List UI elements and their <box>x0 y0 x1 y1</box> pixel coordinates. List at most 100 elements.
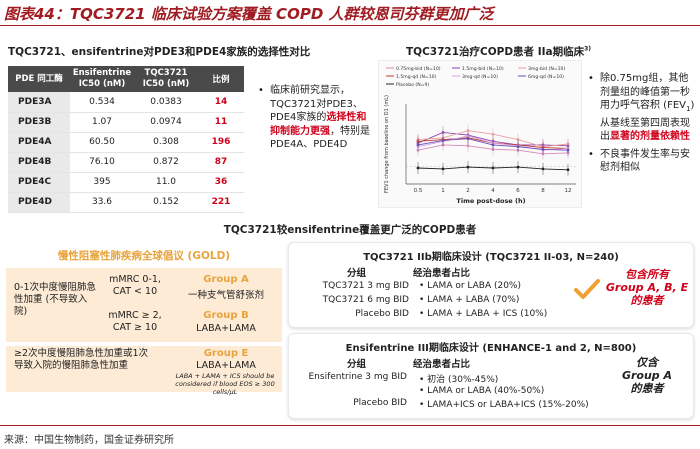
selectivity-cell-tqc: 0.0974 <box>134 112 198 133</box>
chart-xtick-label: 2 <box>466 188 470 194</box>
selectivity-row: PDE4C 395 11.0 36 <box>8 172 244 193</box>
chart-point <box>491 143 495 147</box>
chart-legend-label: 0.75mg-bid (N=10) <box>396 66 441 72</box>
gold-title: 慢性阻塞性肺疾病全球倡议 (GOLD) <box>57 250 231 262</box>
trial1-callout: 包含所有 Group A, B, E 的患者 <box>605 268 689 307</box>
chart-point <box>541 147 545 151</box>
trial2-patients: • 初治 (30%-45%) <box>419 375 499 385</box>
group-b-label: Group B <box>203 310 249 321</box>
selectivity-cell-tqc: 0.308 <box>134 132 198 153</box>
selectivity-cell-pde: PDE4D <box>8 192 70 213</box>
chart-bullets: 除0.75mg组，其他剂量组的峰值第一秒用力呼气容积 (FEV1) 从基线至第四… <box>588 72 698 179</box>
group-e-note: LABA + LAMA + ICS should be considered i… <box>175 372 275 396</box>
fev1-chart-svg: 0.75mg-bid (N=10) 1.5mg-bid (N=10) 3mg-bid… <box>377 59 583 209</box>
chart-title: TQC3721治疗COPD患者 IIa期临床3) <box>406 45 592 59</box>
chart-point <box>491 166 495 170</box>
selectivity-cell-ratio: 11 <box>198 112 244 133</box>
chart-xtick-label: 12 <box>565 188 572 194</box>
figure-title: 图表44：TQC3721 临床试验方案覆盖 COPD 人群较恩司芬群更加广泛 <box>4 5 494 23</box>
chart-point <box>466 165 470 169</box>
trial1-patients: • LAMA + LABA (70%) <box>419 295 520 305</box>
selectivity-cell-ens: 1.07 <box>70 112 134 133</box>
selectivity-cell-pde: PDE4B <box>8 152 70 173</box>
chart-point <box>466 144 470 148</box>
chart-xtick-label: 4 <box>491 188 495 194</box>
chart-xtick-label: 6 <box>516 188 520 194</box>
trial2-group: Ensifentrine 3 mg BID <box>308 372 407 382</box>
col-header-tqc3721: TQC3721 IC50 (nM) <box>134 66 198 92</box>
chart-bullet-safety: 不良事件发生率与安慰剂相似 <box>588 148 698 175</box>
col-header-ensifentrine: Ensifentrine IC50 (nM) <box>70 66 134 92</box>
selectivity-cell-ens: 60.50 <box>70 132 134 153</box>
selectivity-cell-ratio: 87 <box>198 152 244 173</box>
selectivity-row: PDE3A 0.534 0.0383 14 <box>8 92 244 113</box>
chart-point <box>416 143 420 147</box>
selectivity-cell-pde: PDE4C <box>8 172 70 193</box>
selectivity-bullet: 临床前研究显示，TQC3721对PDE3、PDE4家族的选择性和抑制能力更强，特… <box>258 84 370 152</box>
chart-point <box>566 168 570 172</box>
chart-point <box>516 145 520 149</box>
selectivity-cell-ens: 0.534 <box>70 92 134 113</box>
selectivity-row: PDE3B 1.07 0.0974 11 <box>8 112 244 133</box>
row2-exacerbation: ≥2次中度慢阻肺急性加重或1次导致入院的慢阻肺急性加重 <box>14 348 149 371</box>
trial2-title: Ensifentrine III期临床设计 (ENHANCE-1 and 2, … <box>345 343 637 354</box>
group-b-criteria: mMRC ≥ 2, CAT ≥ 10 <box>108 310 162 333</box>
chart-point <box>491 132 495 136</box>
group-b-therapy: LABA+LAMA <box>196 323 256 334</box>
chart-point <box>441 167 445 171</box>
trial1-col-group: 分组 <box>347 268 367 279</box>
trial1-group: TQC3721 3 mg BID <box>322 281 409 291</box>
source-text: 来源：中国生物制药，国金证券研究所 <box>4 435 174 446</box>
col-header-pde: PDE 同工酶 <box>8 66 70 92</box>
selectivity-cell-ratio: 221 <box>198 192 244 213</box>
selectivity-bullets: 临床前研究显示，TQC3721对PDE3、PDE4家族的选择性和抑制能力更强，特… <box>258 84 370 155</box>
trial-tqc3721-box: TQC3721 IIb期临床设计 (TQC3721 II-03, N=240) … <box>288 242 694 328</box>
selectivity-row: PDE4D 33.6 0.152 221 <box>8 192 244 213</box>
selectivity-cell-tqc: 0.152 <box>134 192 198 213</box>
trial1-patients: • LAMA + LABA + ICS (10%) <box>419 309 548 319</box>
trial1-group: TQC3721 6 mg BID <box>322 295 409 305</box>
trial1-col-patients: 经治患者占比 <box>413 268 471 279</box>
chart-bullet-dose: 除0.75mg组，其他剂量组的峰值第一秒用力呼气容积 (FEV1) 从基线至第四… <box>588 72 698 144</box>
trial1-group: Placebo BID <box>355 309 409 319</box>
selectivity-cell-pde: PDE3A <box>8 92 70 113</box>
group-a-label: Group A <box>203 274 249 285</box>
selectivity-cell-ens: 395 <box>70 172 134 193</box>
chart-xtick-label: 8 <box>541 188 545 194</box>
chart-point <box>566 148 570 152</box>
chart-point <box>416 166 420 170</box>
trial1-patients: • LAMA or LABA (20%) <box>419 281 521 291</box>
selectivity-row: PDE4B 76.10 0.872 87 <box>8 152 244 173</box>
trial2-col-patients: 经治患者占比 <box>413 359 471 370</box>
selectivity-cell-ratio: 14 <box>198 92 244 113</box>
checkmark-icon <box>574 279 600 299</box>
selectivity-cell-ratio: 196 <box>198 132 244 153</box>
chart-legend-label: 6mg-qd (N=10) <box>528 74 564 80</box>
chart-point <box>441 139 445 142</box>
coverage-title: TQC3721较ensifentrine覆盖更广泛的COPD患者 <box>223 224 477 236</box>
trial2-col-group: 分组 <box>347 359 367 370</box>
row1-exacerbation: 0-1次中度慢阻肺急性加重 (不导致入院) <box>14 282 97 317</box>
chart-xtick-label: 0.5 <box>414 188 423 194</box>
chart-xtick-label: 1 <box>441 188 445 194</box>
figure-title-bar: 图表44：TQC3721 临床试验方案覆盖 COPD 人群较恩司芬群更加广泛 <box>0 0 700 26</box>
chart-legend-label: 3mg-bid (N=10) <box>528 66 565 72</box>
trial2-callout: 仅含 Group A 的患者 <box>621 356 673 395</box>
selectivity-cell-ens: 33.6 <box>70 192 134 213</box>
group-e-label: Group E <box>203 348 249 359</box>
chart-legend-label: 3mg-qd (N=10) <box>462 74 498 80</box>
gold-panel: 慢性阻塞性肺疾病全球倡议 (GOLD) 0-1次中度慢阻肺急性加重 (不导致入院… <box>6 244 282 396</box>
selectivity-cell-ratio: 36 <box>198 172 244 193</box>
chart-point <box>466 137 470 141</box>
selectivity-title: TQC3721、ensifentrine对PDE3和PDE4家族的选择性对比 <box>8 46 311 58</box>
trial2-patients: • LAMA+ICS or LABA+ICS (15%-20%) <box>419 400 589 410</box>
trial1-title: TQC3721 IIb期临床设计 (TQC3721 II-03, N=240) <box>363 252 619 263</box>
group-e-therapy: LABA+LAMA <box>196 360 256 371</box>
trial2-group: Placebo BID <box>353 398 407 408</box>
chart-legend-label: Placebo (N=9) <box>396 82 429 88</box>
chart-legend-label: 1.5mg-bid (N=10) <box>462 66 504 72</box>
trial-ensifentrine-box: Ensifentrine III期临床设计 (ENHANCE-1 and 2, … <box>288 333 694 419</box>
selectivity-cell-pde: PDE3B <box>8 112 70 133</box>
selectivity-cell-tqc: 0.0383 <box>134 92 198 113</box>
selectivity-row: PDE4A 60.50 0.308 196 <box>8 132 244 153</box>
